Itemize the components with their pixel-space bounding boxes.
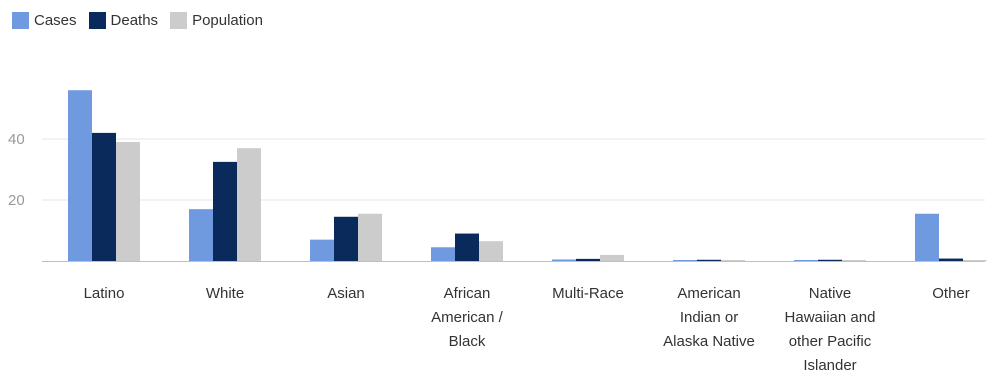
bar-deaths-5[interactable] (576, 258, 600, 261)
legend-label-deaths: Deaths (110, 11, 159, 29)
x-tick-label: American Indian or Alaska Native (663, 285, 755, 350)
legend-swatch-population (170, 11, 188, 29)
x-tick-label: Multi-Race (552, 285, 624, 302)
category-labels: Latino White Asian African American / Black Mu… (84, 285, 970, 374)
y-tick-label: 40 (8, 131, 25, 148)
x-tick-label: White (206, 285, 244, 302)
bar-population-6[interactable] (721, 260, 745, 261)
bar-deaths-7[interactable] (818, 259, 842, 261)
bar-population-4[interactable] (479, 241, 503, 261)
y-tick-label: 20 (8, 192, 25, 209)
bar-cases-1[interactable] (68, 90, 92, 261)
x-tick-label: Latino (84, 285, 125, 302)
bar-cases-7[interactable] (794, 260, 818, 261)
legend-item-deaths[interactable]: Deaths (88, 11, 159, 29)
bar-population-2[interactable] (237, 148, 261, 261)
legend-swatch-cases (12, 11, 29, 29)
bar-deaths-1[interactable] (92, 132, 116, 261)
legend-item-cases[interactable]: Cases (12, 11, 77, 29)
legend-label-cases: Cases (34, 11, 77, 29)
bar-cases-2[interactable] (189, 209, 213, 261)
bar-population-1[interactable] (116, 142, 140, 261)
grid-lines (42, 138, 985, 201)
bars (68, 90, 987, 261)
bar-deaths-8[interactable] (939, 258, 963, 261)
bar-deaths-6[interactable] (697, 259, 721, 261)
bar-cases-5[interactable] (552, 259, 576, 261)
bar-cases-6[interactable] (673, 260, 697, 261)
legend-label-population: Population (192, 11, 263, 29)
bar-cases-4[interactable] (431, 247, 455, 261)
bar-population-3[interactable] (358, 213, 382, 261)
bar-cases-3[interactable] (310, 239, 334, 261)
bar-deaths-4[interactable] (455, 233, 479, 261)
bar-population-8[interactable] (963, 260, 987, 261)
x-tick-label: African American / Black (431, 285, 504, 350)
bar-cases-8[interactable] (915, 213, 939, 261)
x-tick-label: Other (932, 285, 970, 302)
chart-legend: Cases Deaths Population (12, 8, 275, 32)
bar-deaths-2[interactable] (213, 161, 237, 261)
x-tick-label: Native Hawaiian and other Pacific Islander (785, 285, 876, 374)
x-tick-label: Asian (327, 285, 365, 302)
bar-population-5[interactable] (600, 254, 624, 261)
bar-population-7[interactable] (842, 260, 866, 261)
legend-swatch-deaths (88, 11, 106, 29)
legend-item-population[interactable]: Population (170, 11, 263, 29)
bar-deaths-3[interactable] (334, 216, 358, 261)
